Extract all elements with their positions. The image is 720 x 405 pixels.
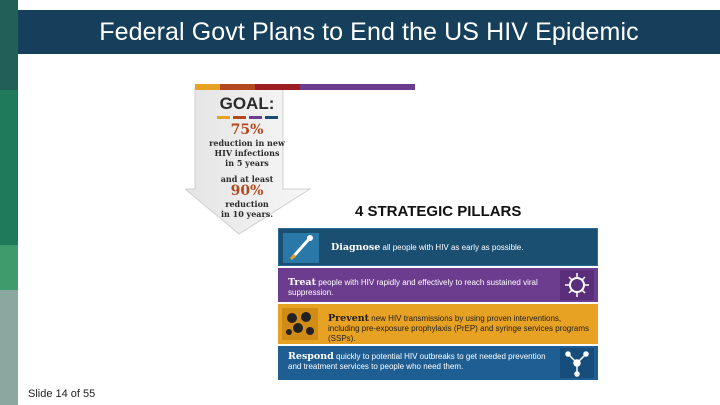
pillar-prevent: Prevent new HIV transmissions by using p…	[278, 304, 598, 344]
prevent-label: Prevent	[328, 313, 370, 324]
goal-arrow-shape	[185, 87, 312, 235]
strategic-pillars: Diagnose all people with HIV as early as…	[278, 228, 598, 380]
goal-line: reduction in new	[209, 138, 285, 148]
goal-connector: and at least	[220, 174, 274, 184]
goal-line: in 10 years.	[221, 209, 273, 219]
diagnose-text: all people with HIV as early as possible…	[380, 243, 524, 252]
pills-icon	[282, 308, 318, 340]
prevent-text: new HIV transmissions by using proven in…	[328, 314, 590, 343]
goal-heading: GOAL:	[219, 94, 275, 113]
virus-icon	[560, 270, 594, 300]
pillar-diagnose: Diagnose all people with HIV as early as…	[278, 228, 598, 266]
left-accent-strip	[0, 0, 18, 405]
slide-number: Slide 14 of 55	[28, 388, 96, 400]
treat-label: Treat	[288, 277, 316, 288]
goal-line: HIV infections	[214, 148, 280, 158]
goal-text-block: GOAL: 75% reduction in new HIV infection…	[197, 94, 297, 219]
goal-pct-75: 75%	[230, 122, 264, 138]
test-swab-icon	[283, 233, 319, 263]
goal-line: reduction	[225, 199, 269, 209]
diagnose-label: Diagnose	[331, 242, 381, 253]
treat-text: people with HIV rapidly and effectively …	[288, 278, 538, 297]
goal-line: in 5 years	[225, 158, 269, 168]
respond-text: quickly to potential HIV outbreaks to ge…	[288, 352, 546, 371]
pillars-title: 4 STRATEGIC PILLARS	[355, 203, 522, 220]
goal-underline	[197, 116, 297, 119]
goal-pct-90: 90%	[230, 183, 264, 199]
pillar-respond: Respond quickly to potential HIV outbrea…	[278, 346, 598, 380]
network-icon	[560, 348, 594, 378]
goal-color-bar	[195, 84, 415, 90]
pillar-treat: Treat people with HIV rapidly and effect…	[278, 268, 598, 302]
goal-graphic: GOAL: 75% reduction in new HIV infection…	[185, 84, 415, 244]
slide-title: Federal Govt Plans to End the US HIV Epi…	[99, 17, 639, 46]
respond-label: Respond	[288, 351, 334, 362]
slide-title-bar: Federal Govt Plans to End the US HIV Epi…	[18, 10, 720, 54]
